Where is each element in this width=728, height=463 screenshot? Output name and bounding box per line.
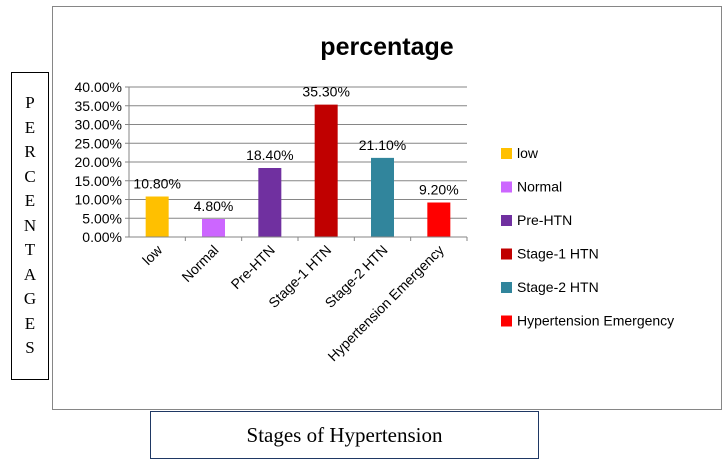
x-tick-label: low — [139, 241, 166, 268]
x-tick-label: Hypertension Emergency — [324, 242, 446, 364]
y-axis-title-letter: P — [25, 93, 35, 113]
y-axis-title-letter: N — [23, 215, 37, 235]
y-tick-label: 35.00% — [75, 98, 122, 114]
legend-swatch — [501, 282, 512, 293]
legend-label: Pre-HTN — [517, 212, 572, 228]
data-label: 35.30% — [302, 84, 349, 100]
y-tick-label: 10.00% — [75, 192, 122, 208]
legend-label: Stage-2 HTN — [517, 279, 599, 295]
y-tick-label: 20.00% — [75, 154, 122, 170]
y-tick-label: 30.00% — [75, 117, 122, 133]
y-tick-label: 0.00% — [82, 229, 122, 245]
bar — [314, 104, 338, 237]
data-label: 4.80% — [194, 198, 234, 214]
y-tick-label: 5.00% — [82, 210, 122, 226]
legend-swatch — [501, 215, 512, 226]
data-label: 21.10% — [359, 137, 406, 153]
data-label: 18.40% — [246, 147, 293, 163]
bar — [145, 196, 169, 237]
y-axis-title-letter: E — [24, 191, 36, 211]
legend-swatch — [501, 248, 512, 260]
chart-area: percentage 0.00% 5.00% 10.00% 15.00% 20.00% 25… — [52, 6, 722, 410]
y-axis-title-letter: E — [24, 313, 36, 333]
legend-label: low — [517, 145, 539, 161]
y-axis-title-letter: S — [25, 338, 35, 358]
bar — [258, 168, 282, 237]
legend-label: Hypertension Emergency — [517, 313, 674, 329]
y-axis-title-letter: G — [23, 289, 37, 309]
legend-label: Normal — [517, 179, 562, 195]
y-axis-title-letter: E — [24, 117, 36, 137]
data-label: 10.80% — [133, 176, 180, 192]
legend-swatch — [501, 181, 512, 193]
legend-label: Stage-1 HTN — [517, 246, 599, 262]
bar — [427, 202, 451, 237]
y-tick-label: 40.00% — [75, 79, 122, 95]
y-tick-label: 25.00% — [75, 135, 122, 151]
y-axis-title-letter: T — [24, 240, 36, 260]
x-axis-title: Stages of Hypertension — [246, 422, 443, 447]
x-tick-label: Normal — [178, 242, 221, 285]
legend-swatch — [501, 315, 512, 327]
chart-title: percentage — [320, 33, 453, 61]
y-tick-label: 15.00% — [75, 173, 122, 189]
bar-chart: percentage 0.00% 5.00% 10.00% 15.00% 20.00% 25… — [75, 33, 675, 364]
data-label: 9.20% — [419, 182, 459, 198]
y-axis-title-letter: A — [23, 264, 37, 284]
bar — [371, 157, 394, 237]
legend-swatch — [501, 148, 512, 159]
x-axis-title-box: Stages of Hypertension — [150, 411, 539, 459]
bar — [202, 219, 225, 237]
x-tick-label: Pre-HTN — [228, 242, 278, 292]
y-axis-title-letter: R — [24, 142, 36, 162]
y-axis-title-letter: C — [24, 166, 36, 186]
